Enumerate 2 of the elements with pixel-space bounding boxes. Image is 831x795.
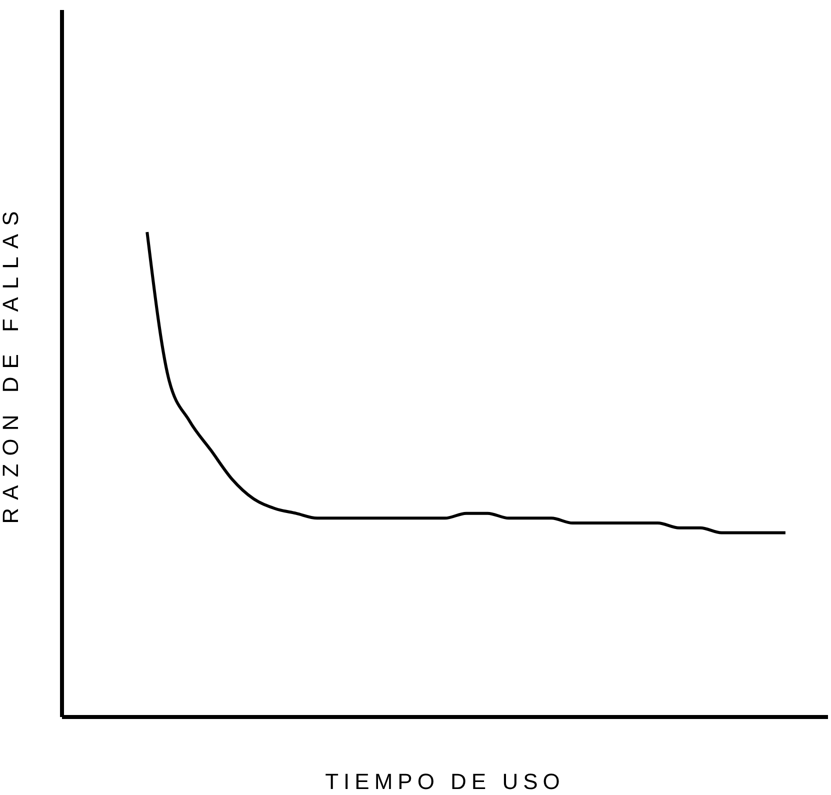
x-axis-title: TIEMPO DE USO bbox=[325, 769, 565, 794]
y-axis-title: RAZON DE FALLAS bbox=[0, 203, 23, 524]
